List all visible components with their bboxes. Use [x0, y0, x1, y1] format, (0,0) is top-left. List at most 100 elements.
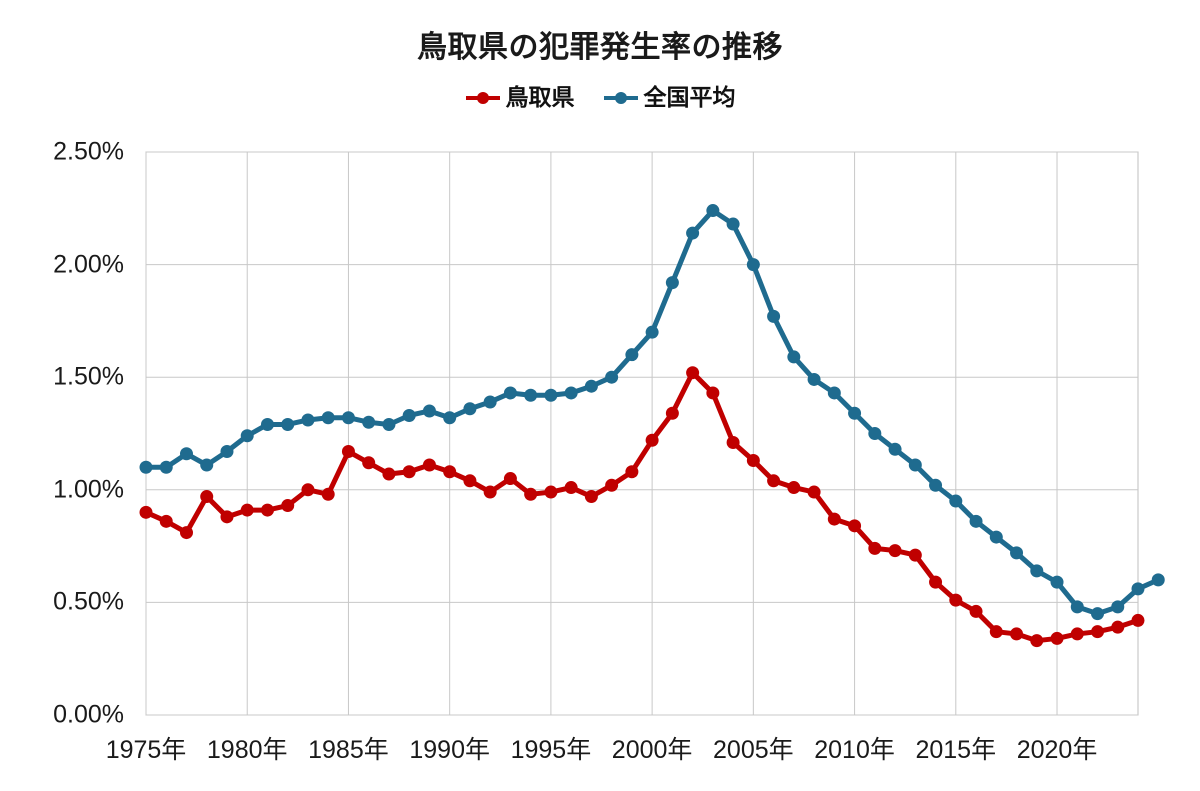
data-point: [1050, 575, 1064, 589]
data-point: [746, 454, 760, 468]
data-point: [301, 413, 315, 427]
data-point: [503, 472, 517, 486]
data-point: [402, 465, 416, 479]
data-point: [625, 465, 639, 479]
data-point: [989, 530, 1003, 544]
data-point: [1070, 627, 1084, 641]
y-tick-label: 2.50%: [53, 137, 124, 166]
data-point: [949, 593, 963, 607]
plot-background: [145, 151, 1139, 716]
data-point: [524, 388, 538, 402]
data-point: [767, 474, 781, 488]
data-point: [240, 503, 254, 517]
y-tick-label: 0.50%: [53, 587, 124, 616]
data-point: [726, 436, 740, 450]
data-point: [159, 514, 173, 528]
x-axis: 1975年 1980年 1985年 1990年 1995年 2000年 2005年 2010年…: [0, 730, 1200, 780]
data-point: [605, 478, 619, 492]
data-point: [868, 541, 882, 555]
y-tick-label: 0.00%: [53, 700, 124, 729]
data-point: [1050, 631, 1064, 645]
x-tick-label: 2005年: [713, 736, 794, 764]
data-point: [989, 625, 1003, 639]
data-point: [605, 370, 619, 384]
data-point: [1030, 564, 1044, 578]
data-point: [807, 485, 821, 499]
plot-canvas: [139, 151, 1165, 716]
y-axis: 0.00% 0.50% 1.00% 1.50% 2.00% 2.50%: [0, 130, 140, 730]
data-point: [787, 481, 801, 495]
data-point: [341, 411, 355, 425]
data-point: [544, 388, 558, 402]
data-point: [220, 510, 234, 524]
data-point: [1091, 625, 1105, 639]
data-point: [1091, 607, 1105, 621]
data-point: [1111, 620, 1125, 634]
data-point: [463, 474, 477, 488]
chart-title: 鳥取県の犯罪発生率の推移: [417, 31, 783, 64]
data-point: [969, 514, 983, 528]
data-point: [443, 465, 457, 479]
data-point: [868, 427, 882, 440]
data-point: [1151, 573, 1165, 587]
data-point: [382, 467, 396, 481]
data-point: [402, 408, 416, 422]
data-point: [787, 350, 801, 364]
data-point: [929, 478, 943, 492]
legend-item-tottori[interactable]: 鳥取県: [465, 86, 575, 109]
series-national-average: [139, 204, 1165, 621]
data-point: [281, 417, 295, 431]
data-point: [483, 485, 497, 499]
data-point: [827, 386, 841, 400]
legend-label-tottori: 鳥取県: [505, 84, 575, 110]
data-point: [362, 415, 376, 429]
data-point: [645, 433, 659, 447]
x-tick-label: 1975年: [105, 736, 187, 764]
data-point: [1111, 600, 1125, 614]
data-point: [645, 325, 659, 339]
legend-item-national-average[interactable]: 全国平均: [603, 86, 736, 109]
x-tick-label: 2015年: [915, 736, 997, 764]
data-point: [382, 417, 396, 431]
data-point: [665, 406, 679, 420]
data-point: [179, 447, 193, 461]
data-point: [524, 487, 538, 501]
legend-label-national-average: 全国平均: [643, 84, 736, 110]
data-point: [463, 402, 477, 416]
data-point: [544, 485, 558, 499]
data-point: [200, 458, 214, 472]
data-point: [139, 505, 153, 519]
data-point: [908, 458, 922, 472]
legend-marker-line-icon: [603, 91, 638, 104]
data-point: [706, 204, 720, 218]
data-point: [483, 395, 497, 409]
data-point: [848, 406, 862, 420]
data-point: [362, 456, 376, 470]
data-point: [1131, 613, 1145, 627]
data-point: [969, 604, 983, 618]
data-point: [888, 544, 902, 558]
data-point: [281, 499, 295, 513]
data-point: [807, 372, 821, 386]
data-point: [1070, 600, 1084, 614]
data-point: [301, 483, 315, 497]
data-point: [746, 258, 760, 272]
data-point: [929, 575, 943, 589]
data-point: [564, 481, 578, 495]
data-point: [200, 490, 214, 504]
x-tick-label: 1985年: [308, 736, 389, 764]
data-point: [848, 519, 862, 533]
x-tick-label: 2010年: [814, 736, 895, 764]
data-point: [726, 217, 740, 231]
legend-marker-line-icon: [465, 91, 500, 104]
x-tick-label: 2020年: [1016, 736, 1098, 764]
data-point: [584, 379, 598, 393]
data-point: [321, 487, 335, 501]
data-point: [422, 458, 436, 472]
plot-area-wrapper: 0.00% 0.50% 1.00% 1.50% 2.00% 2.50%: [0, 130, 1200, 730]
x-tick-label: 1990年: [409, 736, 490, 764]
data-point: [220, 445, 234, 459]
data-point: [665, 276, 679, 290]
x-tick-label: 1995年: [510, 736, 592, 764]
